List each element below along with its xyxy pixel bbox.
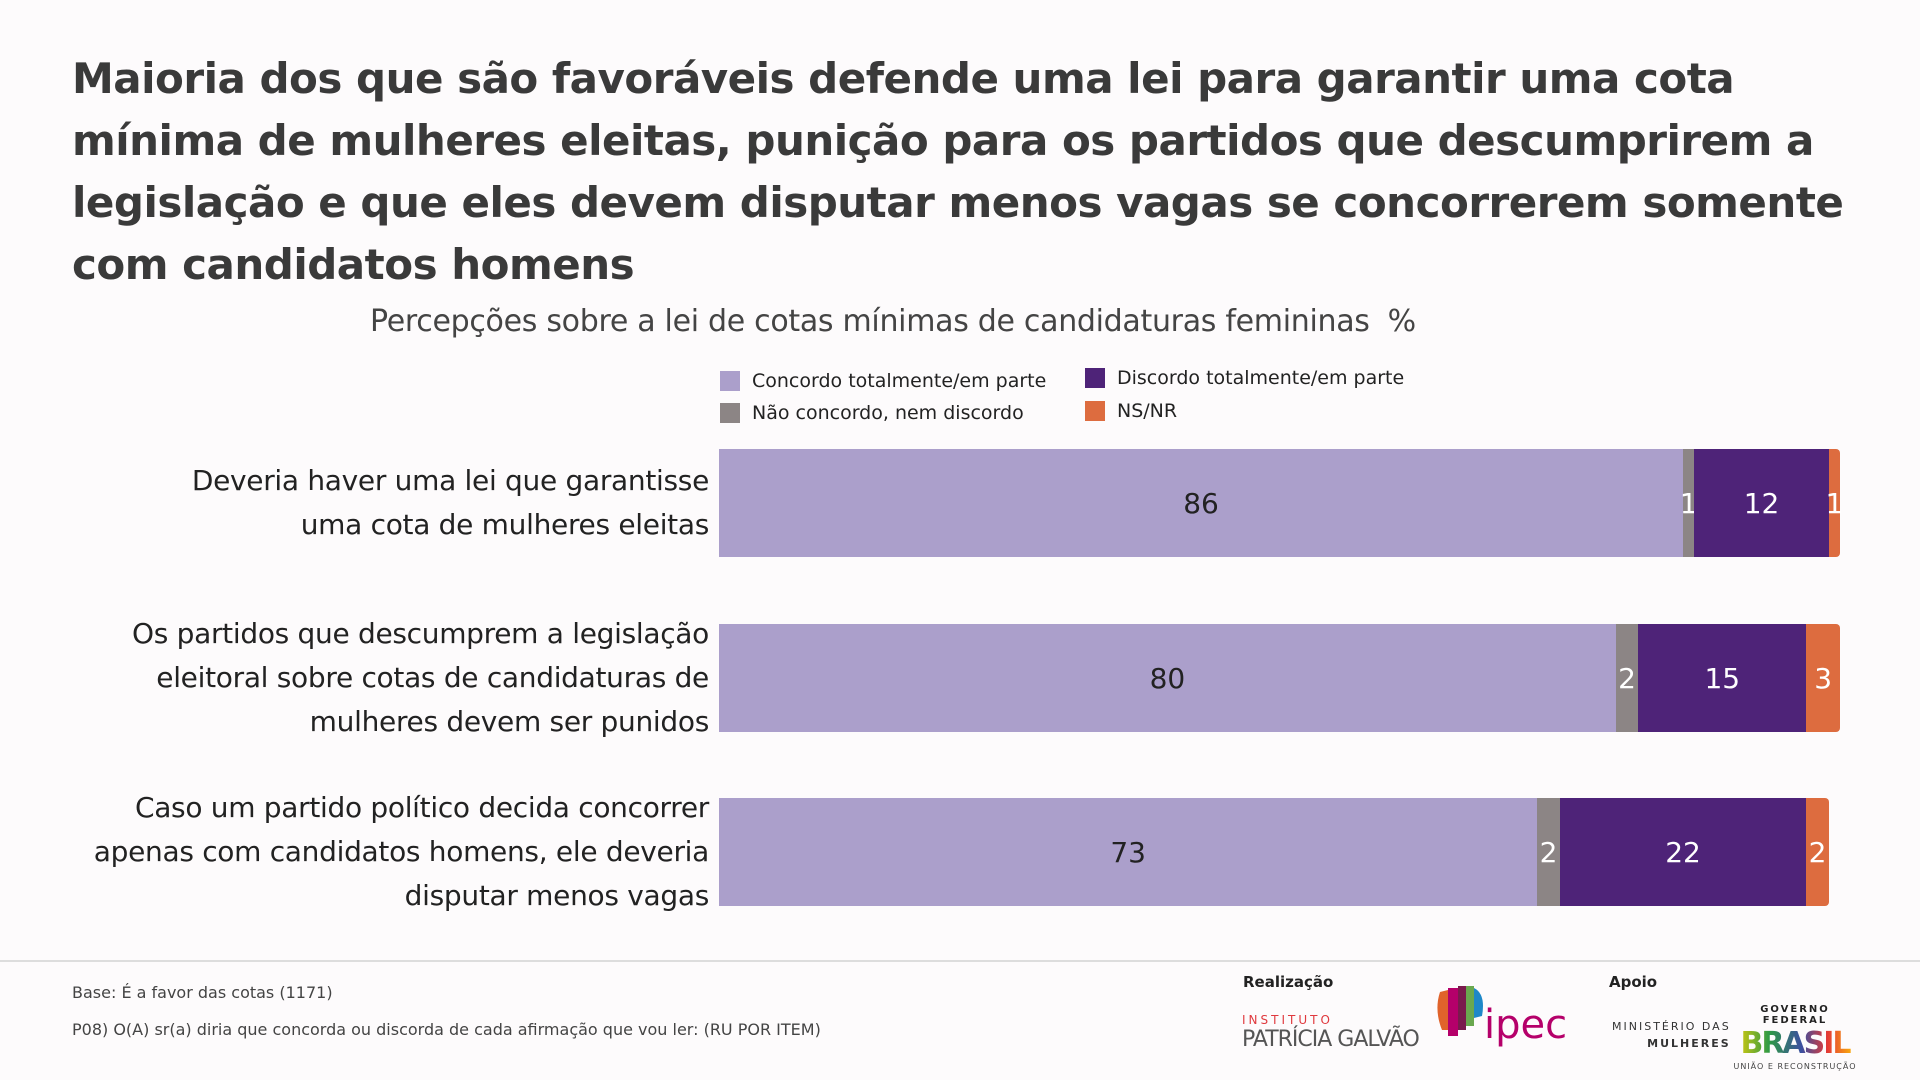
patricia-galvao-logo: INSTITUTO PATRÍCIA GALVÃO bbox=[1242, 1013, 1420, 1052]
governo-federal-logo: GOVERNO FEDERAL BRASIL UNIÃO E RECONSTRU… bbox=[1730, 1004, 1860, 1071]
page-title: Maioria dos que são favoráveis defende u… bbox=[72, 54, 1844, 289]
category-label: Caso um partido político decida concorre… bbox=[93, 786, 710, 918]
legend-swatch bbox=[720, 403, 740, 423]
bar-segment: 1 bbox=[1680, 449, 1698, 557]
legend-label: Discordo totalmente/em parte bbox=[1117, 367, 1405, 389]
logo-text: GOVERNO FEDERAL bbox=[1760, 1004, 1830, 1026]
data-label: 86 bbox=[1183, 486, 1219, 520]
data-label: 3 bbox=[1814, 661, 1833, 695]
category-label-line: uma cota de mulheres eleitas bbox=[300, 508, 710, 541]
data-label: 1 bbox=[1825, 486, 1844, 520]
logo-text: MINISTÉRIO DAS bbox=[1612, 1020, 1731, 1033]
bar-segment: 86 bbox=[719, 449, 1684, 557]
legend-label: NS/NR bbox=[1117, 400, 1178, 422]
brasil-wordmark: BRASIL bbox=[1730, 1026, 1860, 1062]
logo-text: PATRÍCIA GALVÃO bbox=[1242, 1027, 1420, 1052]
question-note: P08) O(A) sr(a) diria que concorda ou di… bbox=[72, 1020, 821, 1039]
bar-segment: 1 bbox=[1825, 449, 1843, 557]
bar-segment: 22 bbox=[1559, 798, 1807, 906]
bar-segment: 15 bbox=[1638, 624, 1807, 732]
legend-item: NS/NR bbox=[1085, 400, 1177, 422]
data-label: 2 bbox=[1539, 835, 1558, 869]
data-label: 73 bbox=[1110, 835, 1146, 869]
logo-text: MULHERES bbox=[1647, 1037, 1731, 1050]
data-label: 2 bbox=[1808, 835, 1827, 869]
legend-item: Não concordo, nem discordo bbox=[720, 402, 1024, 424]
category-label: Deveria haver uma lei que garantisse uma … bbox=[192, 459, 709, 547]
chart-unit: % bbox=[1387, 304, 1417, 339]
footer-divider bbox=[0, 960, 1920, 962]
bar-segment: 12 bbox=[1694, 449, 1829, 557]
data-label: 1 bbox=[1679, 486, 1698, 520]
bar-segment: 2 bbox=[1537, 798, 1560, 906]
logo-text: INSTITUTO bbox=[1242, 1013, 1333, 1027]
category-label-line: apenas com candidatos homens, ele deveri… bbox=[93, 835, 710, 868]
legend-swatch bbox=[720, 371, 740, 391]
category-label-line: Os partidos que descumprem a legislação bbox=[132, 617, 709, 650]
bar-segment: 3 bbox=[1806, 624, 1840, 732]
data-label: 80 bbox=[1149, 661, 1186, 695]
realizacao-label: Realização bbox=[1243, 973, 1334, 991]
bar-segment: 2 bbox=[1615, 624, 1639, 732]
logo-text: UNIÃO E RECONSTRUÇÃO bbox=[1733, 1062, 1857, 1071]
category-label-line: eleitoral sobre cotas de candidaturas de bbox=[156, 661, 709, 694]
chart-title: Percepções sobre a lei de cotas mínimas … bbox=[370, 304, 1416, 339]
data-label: 12 bbox=[1743, 486, 1780, 520]
ipec-text: ipec bbox=[1484, 1002, 1568, 1048]
category-label-line: Deveria haver uma lei que garantisse bbox=[191, 464, 709, 497]
legend-swatch bbox=[1085, 401, 1105, 421]
data-label: 15 bbox=[1704, 661, 1741, 695]
category-label-line: mulheres devem ser punidos bbox=[309, 705, 710, 738]
ipec-logo: ipec bbox=[1432, 982, 1572, 1048]
base-note: Base: É a favor das cotas (1171) bbox=[72, 983, 333, 1002]
category-label-line: Caso um partido político decida concorre… bbox=[134, 791, 709, 824]
bar-segment: 2 bbox=[1806, 798, 1829, 906]
legend-item: Concordo totalmente/em parte bbox=[720, 370, 1046, 392]
apoio-label: Apoio bbox=[1609, 973, 1658, 991]
legend-swatch bbox=[1085, 368, 1105, 388]
ipec-mark-icon bbox=[1437, 986, 1483, 1036]
legend-item: Discordo totalmente/em parte bbox=[1085, 367, 1404, 389]
data-label: 22 bbox=[1665, 835, 1701, 869]
legend-label: Não concordo, nem discordo bbox=[752, 402, 1024, 424]
data-label: 2 bbox=[1618, 661, 1636, 695]
bar-segment: 73 bbox=[719, 798, 1538, 906]
category-label: Os partidos que descumprem a legislação e… bbox=[132, 612, 709, 744]
legend-label: Concordo totalmente/em parte bbox=[752, 370, 1047, 392]
chart-title-text: Percepções sobre a lei de cotas mínimas … bbox=[370, 304, 1370, 339]
ministerio-logo: MINISTÉRIO DAS MULHERES bbox=[1612, 1020, 1731, 1050]
bar-segment: 80 bbox=[719, 624, 1616, 732]
category-label-line: disputar menos vagas bbox=[404, 879, 710, 912]
